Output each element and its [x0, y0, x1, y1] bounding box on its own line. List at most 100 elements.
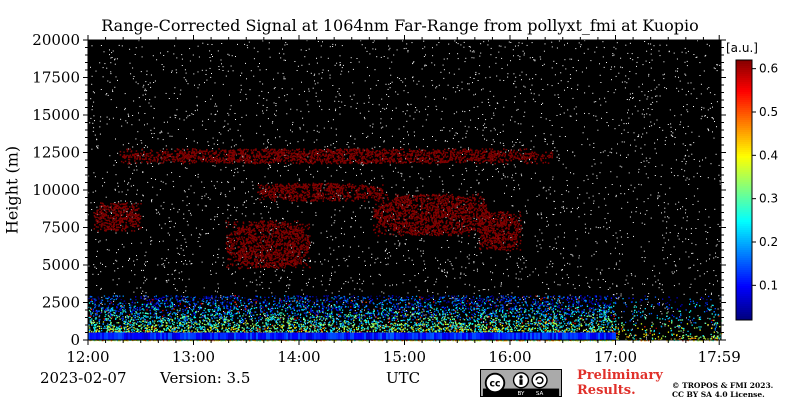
noise-pixel [202, 196, 203, 197]
noise-pixel [343, 283, 344, 284]
noise-pixel [547, 304, 548, 305]
noise-pixel [430, 171, 431, 172]
noise-pixel [139, 120, 140, 121]
noise-pixel [186, 73, 187, 74]
noise-pixel [550, 194, 551, 195]
noise-pixel [325, 324, 326, 325]
noise-pixel [612, 184, 613, 185]
cloud-pixel [100, 202, 102, 204]
cloud-pixel [136, 222, 138, 224]
noise-pixel [524, 262, 525, 263]
noise-pixel [448, 247, 449, 248]
noise-pixel [217, 144, 218, 145]
cloud-pixel [132, 215, 134, 217]
noise-pixel [225, 167, 226, 168]
noise-pixel [464, 42, 465, 43]
noise-pixel [372, 148, 373, 149]
noise-pixel [150, 87, 151, 88]
cloud-pixel [303, 267, 305, 269]
noise-pixel [659, 196, 660, 197]
noise-pixel [216, 273, 217, 274]
noise-pixel [284, 166, 285, 167]
noise-pixel [353, 168, 354, 169]
noise-pixel [664, 87, 665, 88]
noise-pixel [92, 106, 93, 107]
noise-pixel [187, 221, 188, 222]
noise-pixel [270, 249, 271, 250]
noise-pixel [143, 154, 144, 155]
noise-pixel [693, 142, 694, 143]
noise-pixel [499, 45, 500, 46]
noise-pixel [310, 245, 311, 246]
noise-pixel [684, 74, 685, 75]
cloud-pixel [103, 215, 105, 217]
noise-pixel [688, 126, 689, 127]
noise-pixel [532, 126, 533, 127]
noise-pixel [451, 263, 452, 264]
noise-pixel [335, 44, 336, 45]
noise-pixel [685, 145, 686, 146]
cloud-pixel [103, 222, 105, 224]
noise-pixel [577, 266, 578, 267]
noise-pixel [205, 205, 206, 206]
noise-pixel [388, 264, 389, 265]
cloud-pixel [287, 249, 289, 251]
cloud-pixel [137, 203, 139, 205]
noise-pixel [454, 278, 455, 279]
noise-pixel [649, 126, 650, 127]
noise-pixel [632, 98, 633, 99]
cloud-pixel [109, 226, 111, 228]
cloud-pixel [266, 252, 268, 254]
noise-pixel [225, 196, 226, 197]
noise-pixel [263, 274, 264, 275]
noise-pixel [427, 291, 428, 292]
noise-pixel [513, 73, 514, 74]
noise-pixel [555, 74, 556, 75]
cloud-pixel [306, 234, 308, 236]
noise-pixel [343, 302, 344, 303]
noise-pixel [321, 45, 322, 46]
noise-pixel [325, 181, 326, 182]
noise-pixel [697, 173, 698, 174]
noise-pixel [148, 84, 149, 85]
noise-pixel [587, 193, 588, 194]
noise-pixel [714, 209, 715, 210]
noise-pixel [573, 98, 574, 99]
noise-pixel [587, 283, 588, 284]
noise-pixel [535, 173, 536, 174]
noise-pixel [574, 108, 575, 109]
noise-pixel [674, 115, 675, 116]
noise-pixel [184, 77, 185, 78]
noise-pixel [559, 41, 560, 42]
noise-pixel [448, 148, 449, 149]
noise-pixel [187, 205, 188, 206]
noise-pixel [427, 290, 428, 291]
noise-pixel [532, 85, 533, 86]
noise-pixel [686, 198, 687, 199]
noise-pixel [600, 172, 601, 173]
noise-pixel [199, 237, 200, 238]
noise-pixel [686, 229, 687, 230]
cloud-pixel [116, 224, 118, 226]
noise-pixel [267, 147, 268, 148]
noise-pixel [470, 50, 471, 51]
noise-pixel [608, 125, 609, 126]
noise-pixel [94, 120, 95, 121]
noise-pixel [263, 105, 264, 106]
noise-pixel [254, 273, 255, 274]
cloud-pixel [299, 232, 301, 234]
cloud-pixel [231, 233, 233, 235]
noise-pixel [457, 133, 458, 134]
cloud-pixel [94, 215, 96, 217]
noise-pixel [645, 314, 646, 315]
noise-pixel [476, 219, 477, 220]
noise-pixel [347, 266, 348, 267]
noise-pixel [339, 210, 340, 211]
noise-pixel [547, 84, 548, 85]
noise-pixel [323, 70, 324, 71]
noise-pixel [518, 150, 519, 151]
cloud-pixel [277, 232, 279, 234]
cloud-pixel [265, 266, 267, 268]
cloud-pixel [296, 256, 298, 258]
noise-pixel [354, 289, 355, 290]
